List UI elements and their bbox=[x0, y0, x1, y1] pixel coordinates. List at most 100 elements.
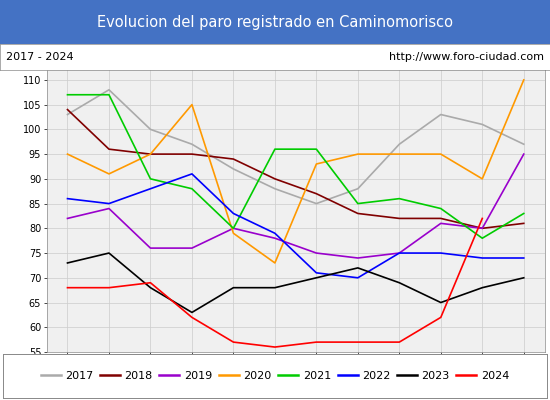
Line: 2022: 2022 bbox=[68, 174, 524, 278]
Text: 2017 - 2024: 2017 - 2024 bbox=[6, 52, 73, 62]
2018 bbox=[355, 211, 361, 216]
2023 bbox=[272, 285, 278, 290]
2024 bbox=[437, 315, 444, 320]
2022 bbox=[189, 172, 195, 176]
2019 bbox=[189, 246, 195, 250]
2021 bbox=[396, 196, 403, 201]
2018 bbox=[396, 216, 403, 221]
2023 bbox=[396, 280, 403, 285]
Line: 2017: 2017 bbox=[68, 90, 524, 204]
2017 bbox=[147, 127, 154, 132]
2017 bbox=[189, 142, 195, 147]
2017 bbox=[437, 112, 444, 117]
2022 bbox=[479, 256, 486, 260]
2020 bbox=[272, 260, 278, 265]
2020 bbox=[479, 176, 486, 181]
2023 bbox=[147, 285, 154, 290]
2022 bbox=[396, 251, 403, 256]
2024 bbox=[313, 340, 320, 344]
2018 bbox=[64, 107, 71, 112]
2023 bbox=[230, 285, 236, 290]
2021 bbox=[147, 176, 154, 181]
2022 bbox=[520, 256, 527, 260]
2024 bbox=[64, 285, 71, 290]
2023 bbox=[313, 275, 320, 280]
2017 bbox=[64, 112, 71, 117]
2020 bbox=[147, 152, 154, 156]
2017 bbox=[355, 186, 361, 191]
2021 bbox=[106, 92, 112, 97]
2019 bbox=[479, 226, 486, 231]
2022 bbox=[437, 251, 444, 256]
2021 bbox=[230, 226, 236, 231]
2024 bbox=[147, 280, 154, 285]
2020 bbox=[355, 152, 361, 156]
2022 bbox=[313, 270, 320, 275]
2020 bbox=[230, 231, 236, 236]
2023 bbox=[64, 260, 71, 265]
2023 bbox=[520, 275, 527, 280]
2020 bbox=[313, 162, 320, 166]
2020 bbox=[64, 152, 71, 156]
2018 bbox=[313, 191, 320, 196]
Line: 2020: 2020 bbox=[68, 80, 524, 263]
Text: http://www.foro-ciudad.com: http://www.foro-ciudad.com bbox=[389, 52, 544, 62]
2023 bbox=[189, 310, 195, 315]
2017 bbox=[313, 201, 320, 206]
2022 bbox=[230, 211, 236, 216]
2017 bbox=[106, 87, 112, 92]
2019 bbox=[520, 152, 527, 156]
2022 bbox=[106, 201, 112, 206]
2017 bbox=[479, 122, 486, 127]
Line: 2019: 2019 bbox=[68, 154, 524, 258]
2021 bbox=[355, 201, 361, 206]
2021 bbox=[272, 147, 278, 152]
2024 bbox=[479, 216, 486, 221]
2019 bbox=[272, 236, 278, 241]
Legend: 2017, 2018, 2019, 2020, 2021, 2022, 2023, 2024: 2017, 2018, 2019, 2020, 2021, 2022, 2023… bbox=[36, 366, 514, 386]
2021 bbox=[313, 147, 320, 152]
2019 bbox=[355, 256, 361, 260]
Line: 2021: 2021 bbox=[68, 95, 524, 238]
2018 bbox=[230, 157, 236, 162]
2023 bbox=[355, 266, 361, 270]
2024 bbox=[396, 340, 403, 344]
2019 bbox=[64, 216, 71, 221]
2018 bbox=[272, 176, 278, 181]
2021 bbox=[479, 236, 486, 241]
2022 bbox=[147, 186, 154, 191]
2019 bbox=[106, 206, 112, 211]
2018 bbox=[437, 216, 444, 221]
Line: 2024: 2024 bbox=[68, 218, 482, 347]
2019 bbox=[437, 221, 444, 226]
2017 bbox=[520, 142, 527, 147]
2021 bbox=[189, 186, 195, 191]
2019 bbox=[396, 251, 403, 256]
Line: 2023: 2023 bbox=[68, 253, 524, 312]
2020 bbox=[106, 172, 112, 176]
2023 bbox=[479, 285, 486, 290]
2022 bbox=[272, 231, 278, 236]
2018 bbox=[520, 221, 527, 226]
2017 bbox=[230, 166, 236, 171]
2023 bbox=[106, 251, 112, 256]
2023 bbox=[437, 300, 444, 305]
2024 bbox=[230, 340, 236, 344]
2017 bbox=[272, 186, 278, 191]
2021 bbox=[520, 211, 527, 216]
2022 bbox=[355, 275, 361, 280]
2022 bbox=[64, 196, 71, 201]
2020 bbox=[437, 152, 444, 156]
Line: 2018: 2018 bbox=[68, 110, 524, 228]
2019 bbox=[230, 226, 236, 231]
2024 bbox=[106, 285, 112, 290]
2020 bbox=[189, 102, 195, 107]
2020 bbox=[520, 78, 527, 82]
2018 bbox=[479, 226, 486, 231]
2018 bbox=[106, 147, 112, 152]
2021 bbox=[64, 92, 71, 97]
2019 bbox=[147, 246, 154, 250]
2018 bbox=[147, 152, 154, 156]
2024 bbox=[355, 340, 361, 344]
2020 bbox=[396, 152, 403, 156]
